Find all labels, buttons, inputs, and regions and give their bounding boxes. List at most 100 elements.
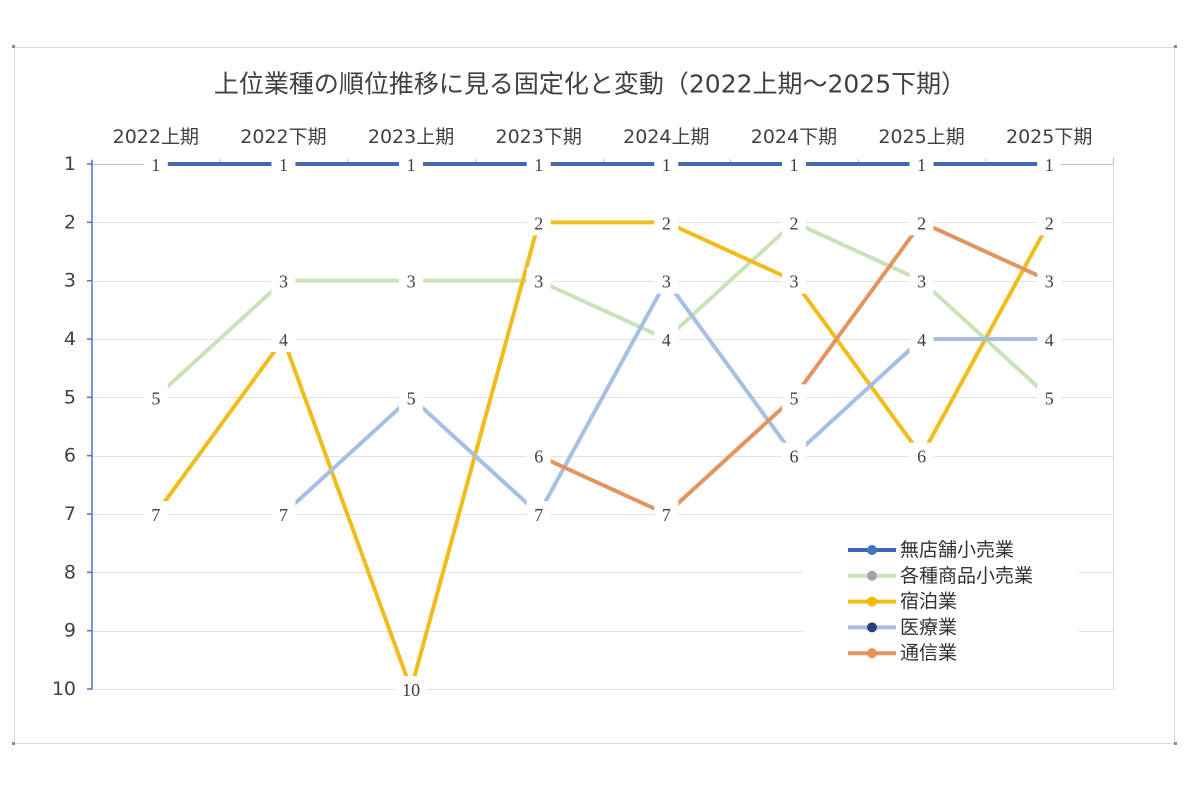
- data-label-value: 1: [917, 155, 926, 175]
- data-label-value: 2: [1045, 213, 1054, 233]
- data-label-background: [526, 267, 551, 294]
- data-label: 10: [396, 676, 427, 702]
- data-label: 5: [399, 384, 424, 411]
- data-label-background: [143, 151, 168, 177]
- legend-marker-icon: [867, 596, 877, 607]
- selection-handle[interactable]: [1174, 45, 1177, 48]
- data-label-value: 1: [789, 155, 798, 175]
- data-label: 3: [781, 267, 806, 294]
- data-label: 4: [1037, 326, 1062, 352]
- selection-handle[interactable]: [1174, 742, 1177, 745]
- data-label-value: 4: [662, 330, 671, 350]
- rank-axis: 1 2 3 4 5 6 7 8 9 10: [52, 153, 93, 700]
- data-label: 2: [526, 209, 551, 236]
- data-label-value: 3: [407, 272, 416, 292]
- data-label-value: 3: [534, 272, 543, 292]
- legend-label: 医療業: [900, 616, 957, 638]
- data-label-background: [1037, 267, 1062, 294]
- data-label-value: 5: [407, 388, 416, 408]
- data-label: 3: [909, 267, 934, 294]
- data-label-background: [396, 676, 427, 702]
- data-label-value: 5: [1045, 388, 1054, 408]
- legend-item: 各種商品小売業: [848, 565, 1033, 587]
- chart-title: 上位業種の順位推移に見る固定化と変動（2022上期～2025下期）: [214, 70, 966, 99]
- rank-tick-label: 4: [64, 328, 76, 350]
- data-label-value: 1: [279, 155, 288, 175]
- data-label-value: 1: [407, 155, 416, 175]
- data-label-value: 6: [917, 447, 926, 467]
- data-label: 2: [654, 209, 679, 236]
- legend-item: 通信業: [848, 642, 957, 664]
- data-label: 3: [271, 267, 296, 294]
- data-label-background: [1037, 209, 1062, 236]
- data-label-value: 2: [662, 213, 671, 233]
- category-label: 2025上期: [878, 126, 964, 148]
- category-label: 2022上期: [113, 126, 199, 148]
- selection-handle[interactable]: [12, 45, 15, 48]
- data-label: 7: [526, 501, 551, 527]
- data-label-value: 1: [151, 155, 160, 175]
- data-label-background: [781, 384, 806, 411]
- data-label-background: [654, 326, 679, 352]
- data-label: 3: [654, 267, 679, 294]
- data-label: 6: [781, 442, 806, 469]
- data-label: 5: [143, 384, 168, 411]
- data-label-background: [526, 501, 551, 527]
- data-label-background: [271, 267, 296, 294]
- data-label: 1: [143, 151, 168, 177]
- data-label: 6: [526, 442, 551, 469]
- data-label-value: 4: [1045, 330, 1054, 350]
- data-label: 1: [654, 151, 679, 177]
- data-label-value: 5: [151, 388, 160, 408]
- data-label-background: [271, 501, 296, 527]
- category-label: 2024下期: [751, 126, 837, 148]
- data-label-background: [271, 326, 296, 352]
- data-label-value: 7: [279, 505, 288, 525]
- data-label-background: [399, 384, 424, 411]
- rank-tick-label: 2: [64, 211, 76, 233]
- data-label-value: 2: [917, 213, 926, 233]
- data-label-background: [1037, 151, 1062, 177]
- data-labels: 1 1 1 1 1 1 1 1 5 3 3 3 4 2 3 5 7 4 10 2 2 3 6 2 7 5 7 3 6 4 4 6 7 5 2 3: [143, 151, 1062, 702]
- series-line: [154, 220, 1051, 691]
- data-label-value: 6: [534, 447, 543, 467]
- legend-item: 無店舗小売業: [848, 539, 1014, 561]
- rank-tick-label: 9: [64, 620, 76, 642]
- data-label: 1: [526, 151, 551, 177]
- data-label: 3: [526, 267, 551, 294]
- selection-handles: [12, 45, 1177, 745]
- data-label: 1: [909, 151, 934, 177]
- data-label-value: 10: [402, 680, 420, 700]
- data-label: 5: [781, 384, 806, 411]
- data-label-value: 4: [279, 330, 288, 350]
- data-label-value: 1: [534, 155, 543, 175]
- data-label: 2: [1037, 209, 1062, 236]
- data-label-value: 3: [662, 272, 671, 292]
- data-label: 4: [654, 326, 679, 352]
- data-label-background: [909, 267, 934, 294]
- data-label: 1: [781, 151, 806, 177]
- legend-marker-icon: [867, 570, 877, 581]
- data-label-value: 1: [662, 155, 671, 175]
- data-label: 7: [654, 501, 679, 527]
- category-label: 2024上期: [623, 126, 709, 148]
- data-label-background: [781, 442, 806, 469]
- data-label-value: 4: [917, 330, 926, 350]
- legend-marker-icon: [867, 648, 877, 659]
- data-label: 4: [271, 326, 296, 352]
- data-label-background: [781, 267, 806, 294]
- selection-handle[interactable]: [12, 742, 15, 745]
- legend-label: 無店舗小売業: [900, 539, 1014, 561]
- data-label-background: [526, 209, 551, 236]
- data-label-background: [143, 384, 168, 411]
- data-label: 2: [909, 209, 934, 236]
- rank-tick-label: 8: [64, 561, 76, 583]
- legend-label: 通信業: [900, 642, 957, 664]
- data-label-background: [909, 442, 934, 469]
- category-label: 2025下期: [1006, 126, 1092, 148]
- data-label: 6: [909, 442, 934, 469]
- data-label-background: [909, 209, 934, 236]
- data-label-background: [909, 326, 934, 352]
- data-label-background: [654, 501, 679, 527]
- data-label-value: 2: [789, 213, 798, 233]
